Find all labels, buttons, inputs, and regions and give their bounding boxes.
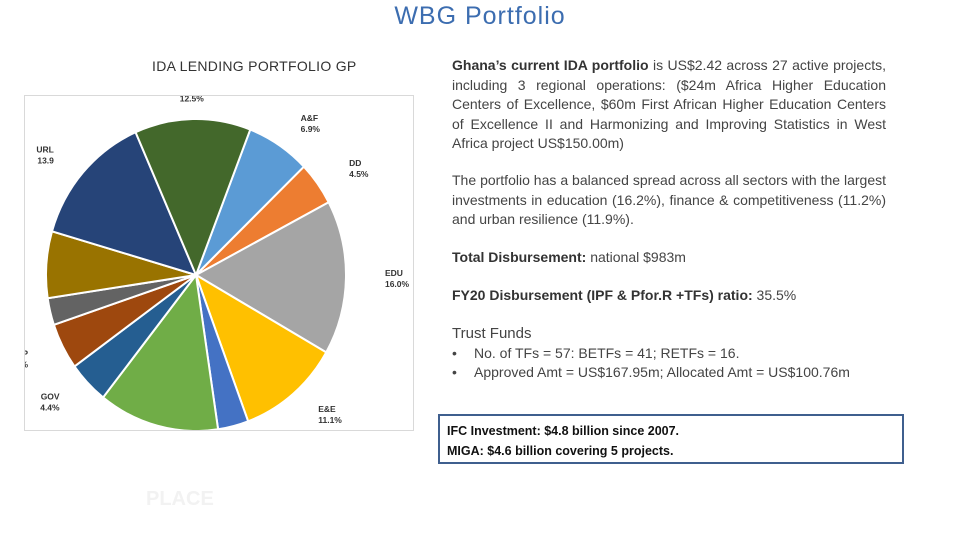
slice-label-edu: EDU [385, 268, 403, 278]
slice-value-e-e: 11.1% [318, 415, 342, 425]
slice-label-gov: GOV [41, 391, 60, 401]
ida-portfolio-text: is US$2.42 across 27 active projects, in… [452, 57, 886, 152]
ida-portfolio-paragraph: Ghana’s current IDA portfolio is US$2.42… [452, 56, 886, 154]
page-title: WBG Portfolio [394, 2, 566, 30]
pie-slice-fci [101, 272, 220, 430]
faint-watermark: PLACE [146, 488, 214, 510]
slice-value-edu: 16.0% [385, 279, 410, 289]
pie-slice-edu [193, 200, 347, 354]
trust-funds-heading: Trust Funds [452, 325, 532, 342]
slice-value-wat: 12.5% [180, 96, 205, 104]
bullet-icon: • [452, 364, 457, 381]
slice-label-e-e: E&E [318, 404, 336, 414]
slice-label-url: URL [36, 145, 53, 155]
bullet-icon: • [452, 344, 457, 361]
pie-slice-url [50, 130, 198, 277]
total-disbursement: Total Disbursement: national $983m [452, 248, 886, 268]
ifc-investment: IFC Investment: $4.8 billion since 2007. [447, 424, 680, 438]
chart-heading: IDA LENDING PORTFOLIO GP [152, 58, 357, 74]
slice-value-gov: 4.4% [40, 402, 60, 412]
slice-label-a-f: A&F [301, 113, 318, 123]
list-item: • Approved Amt = US$167.95m; Allocated Am… [452, 363, 886, 383]
pie-chart: A&F6.9%DD4.5%EDU16.0%E&E11.1%ENRBE3.3%FC… [25, 96, 410, 430]
slice-label-dd: DD [349, 158, 361, 168]
pie-chart-frame: A&F6.9%DD4.5%EDU16.0%E&E11.1%ENRBE3.3%FC… [24, 95, 414, 431]
trust-funds-section: Trust Funds • No. of TFs = 57: BETFs = 41… [452, 324, 886, 383]
ifc-miga-box: IFC Investment: $4.8 billion since 2007.… [438, 414, 904, 464]
total-disbursement-value: national $983m [586, 249, 686, 265]
list-item: • No. of TFs = 57: BETFs = 41; RETFs = 16… [452, 344, 886, 364]
pie-slice-e-e [194, 272, 328, 423]
slice-label-hnp: HNP [25, 349, 28, 359]
trust-funds-count: No. of TFs = 57: BETFs = 41; RETFs = 16. [474, 344, 740, 361]
pie-slice-wat [134, 118, 252, 278]
fy20-disbursement-label: FY20 Disbursement (IPF & Pfor.R +TFs) ra… [452, 287, 753, 303]
fy20-disbursement: FY20 Disbursement (IPF & Pfor.R +TFs) ra… [452, 286, 886, 306]
slice-value-a-f: 6.9% [301, 124, 321, 134]
miga-investment: MIGA: $4.6 billion covering 5 projects. [447, 444, 674, 458]
trust-funds-list: • No. of TFs = 57: BETFs = 41; RETFs = 16… [452, 344, 886, 383]
total-disbursement-label: Total Disbursement: [452, 249, 587, 265]
slice-value-hnp: 4.8% [25, 360, 28, 370]
slice-value-dd: 4.5% [349, 169, 369, 179]
ida-portfolio-lead: Ghana’s current IDA portfolio [452, 57, 649, 73]
trust-funds-amounts: Approved Amt = US$167.95m; Allocated Amt… [474, 364, 850, 381]
sector-spread-paragraph: The portfolio has a balanced spread acro… [452, 172, 886, 228]
fy20-disbursement-value: 35.5% [752, 287, 797, 303]
slice-value-url: 13.9 [37, 156, 54, 166]
